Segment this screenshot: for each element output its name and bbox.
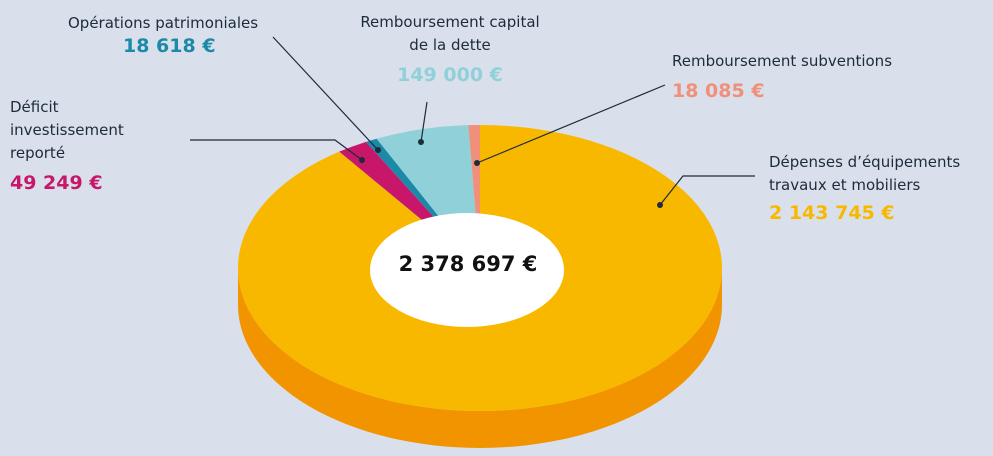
value-label: 18 085 € [672,80,765,102]
value-label: 149 000 € [397,64,503,86]
leader-dot [359,157,365,163]
leader-dot [474,160,480,166]
value-label: 18 618 € [123,35,216,57]
donut-hole [370,213,564,327]
value-label: 2 143 745 € [769,202,895,224]
category-label: Dépenses d’équipements travaux et mobili… [769,153,961,194]
category-label: Déficit investissement reporté [10,98,124,162]
value-label: 49 249 € [10,172,103,194]
leader-line [272,36,379,151]
category-label: Opérations patrimoniales [68,14,259,32]
category-label: Remboursement capital de la dette [360,13,540,54]
leader-line [190,139,363,161]
slice-side [238,268,722,448]
leader-line [420,101,428,143]
leader-dot [657,202,663,208]
leader-line [659,175,755,206]
center-total: 2 378 697 € [398,252,538,276]
category-label: Remboursement subventions [672,52,893,70]
leader-dot [418,139,424,145]
leader-dot [375,147,381,153]
leader-line [476,84,666,164]
